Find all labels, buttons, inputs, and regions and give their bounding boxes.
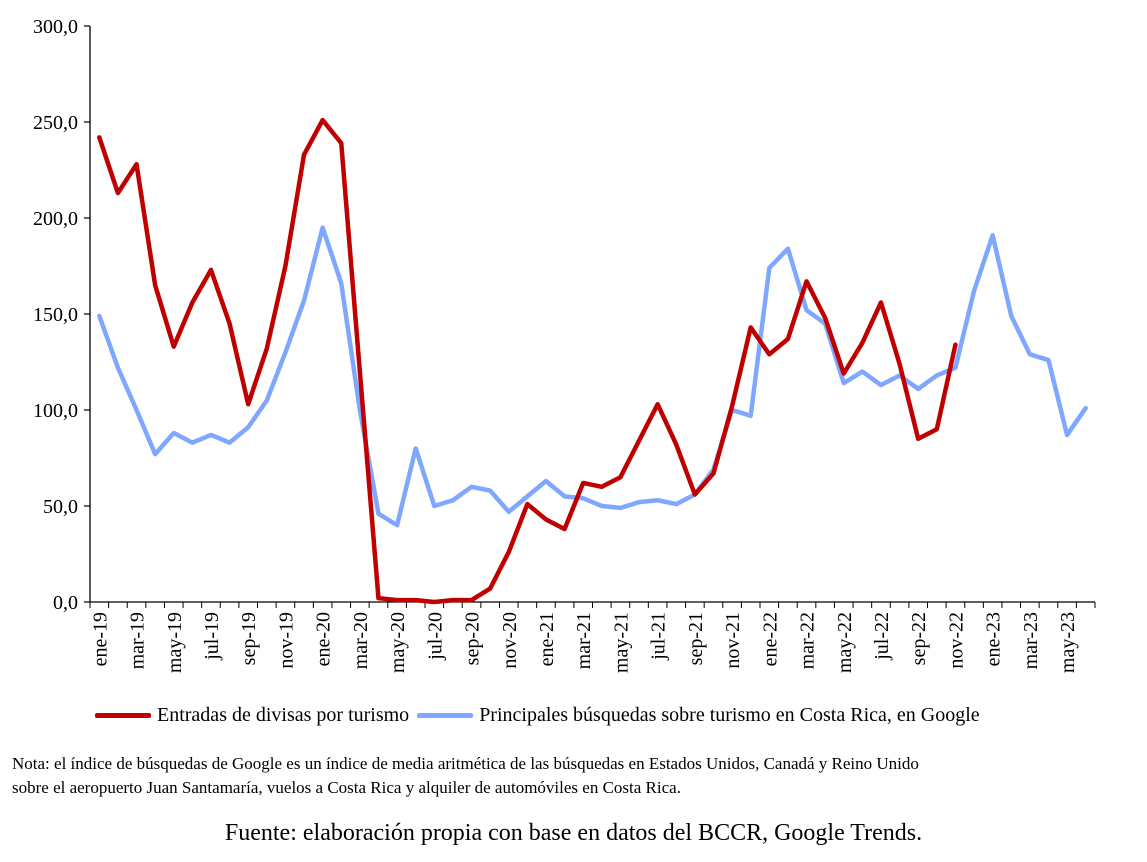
x-tick-label: ene-19 (89, 612, 111, 666)
series-line-2 (97, 225, 1088, 528)
legend-swatch-divisas (95, 713, 151, 718)
x-tick-label: may-19 (164, 612, 186, 673)
x-tick-label: sep-22 (908, 612, 930, 665)
y-tick-label: 50,0 (43, 496, 78, 518)
x-tick-label: ene-22 (759, 612, 781, 666)
x-tick-label: sep-21 (685, 612, 707, 665)
x-tick-label: nov-19 (275, 612, 297, 669)
x-tick-label: sep-20 (462, 612, 484, 665)
note-line-1: Nota: el índice de búsquedas de Google e… (12, 754, 919, 773)
x-tick-label: jul-21 (648, 612, 670, 661)
x-tick-label: jul-19 (201, 612, 223, 661)
x-tick-label: may-23 (1057, 612, 1079, 673)
x-tick-label: nov-20 (499, 612, 521, 669)
series-lines (97, 117, 1088, 605)
x-tick-label: nov-22 (945, 612, 967, 669)
x-tick-label: nov-21 (722, 612, 744, 669)
series-line-1 (97, 117, 958, 605)
x-tick-label: ene-23 (983, 612, 1005, 666)
axes (89, 26, 1095, 603)
y-tick-label: 250,0 (33, 112, 78, 134)
legend-label-divisas: Entradas de divisas por turismo (157, 704, 410, 726)
x-tick-label: may-22 (834, 612, 856, 673)
legend-item-busquedas: Principales búsquedas sobre turismo en C… (417, 704, 980, 727)
note-line-2: sobre el aeropuerto Juan Santamaría, vue… (12, 778, 681, 797)
x-tick-label: ene-21 (536, 612, 558, 666)
x-tick-label: may-20 (387, 612, 409, 673)
x-tick-label: ene-20 (313, 612, 335, 666)
legend-swatch-busquedas (417, 713, 474, 718)
y-tick-label: 300,0 (33, 16, 78, 38)
y-tick-label: 100,0 (33, 400, 78, 422)
chart-source: Fuente: elaboración propia con base en d… (224, 820, 923, 846)
chart-note: Nota: el índice de búsquedas de Google e… (12, 752, 1142, 800)
x-tick-label: mar-19 (127, 612, 149, 669)
x-tick-label: may-21 (610, 612, 632, 673)
x-tick-label: jul-22 (871, 612, 893, 661)
x-tick-label: mar-22 (797, 612, 819, 669)
legend-label-busquedas: Principales búsquedas sobre turismo en C… (479, 704, 980, 726)
y-tick-label: 0,0 (53, 592, 78, 614)
x-tick-label: mar-23 (1020, 612, 1042, 669)
y-axis-ticks: 0,0 50,0 100,0 150,0 200,0 250,0 300,0 (33, 16, 90, 614)
y-tick-label: 150,0 (33, 304, 78, 326)
x-tick-label: mar-20 (350, 612, 372, 669)
legend: Entradas de divisas por turismo Principa… (95, 704, 988, 727)
x-tick-label: mar-21 (573, 612, 595, 669)
x-axis-ticks: ene-19 mar-19 may-19 jul-19 sep-19 nov-19 ene-… (89, 602, 1096, 673)
legend-item-divisas: Entradas de divisas por turismo (95, 704, 409, 727)
y-tick-label: 200,0 (33, 208, 78, 230)
line-chart: 0,0 50,0 100,0 150,0 200,0 250,0 300,0 ene-19 m… (33, 16, 1096, 673)
x-tick-label: jul-20 (424, 612, 446, 661)
x-tick-label: sep-19 (238, 612, 260, 665)
